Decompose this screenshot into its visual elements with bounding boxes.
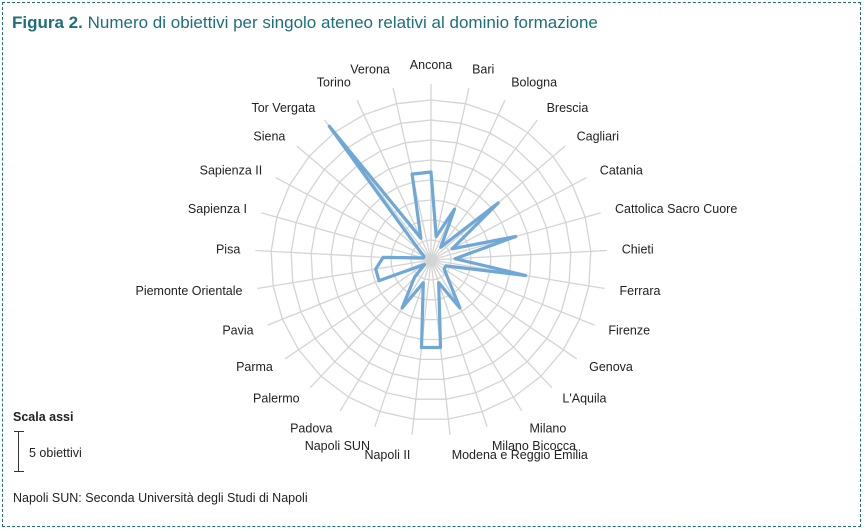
radar-grid bbox=[255, 84, 607, 436]
axis-label: Sapienza I bbox=[188, 202, 247, 216]
axis-label: Tor Vergata bbox=[251, 101, 315, 115]
axis-label: Padova bbox=[290, 422, 332, 436]
axis-label: Cattolica Sacro Cuore bbox=[615, 202, 737, 216]
axis-label: L'Aquila bbox=[562, 392, 606, 406]
series-line bbox=[327, 124, 528, 350]
spoke bbox=[275, 177, 432, 261]
axis-label: Siena bbox=[253, 129, 285, 143]
grid-ring-4 bbox=[350, 179, 512, 341]
grid-ring-7 bbox=[290, 119, 572, 400]
grid-ring-8 bbox=[270, 99, 592, 420]
spoke bbox=[430, 259, 578, 360]
axis-label: Firenze bbox=[608, 324, 650, 338]
axis-label: Pavia bbox=[222, 324, 253, 338]
footnote: Napoli SUN: Seconda Università degli Stu… bbox=[13, 491, 308, 505]
axis-label: Cagliari bbox=[577, 129, 619, 143]
title-text: Numero di obiettivi per singolo ateneo r… bbox=[87, 13, 598, 32]
axis-label: Parma bbox=[236, 360, 273, 374]
spoke bbox=[430, 119, 539, 261]
axis-label: Milano bbox=[530, 422, 567, 436]
grid-ring-6 bbox=[310, 139, 552, 380]
grid-ring-5 bbox=[330, 159, 532, 361]
axis-label: Bologna bbox=[511, 76, 557, 90]
axis-label: Palermo bbox=[253, 392, 300, 406]
axis-label: Genova bbox=[589, 360, 633, 374]
spoke bbox=[430, 100, 506, 261]
scale-unit-text: 5 obiettivi bbox=[29, 446, 82, 460]
axis-label: Verona bbox=[350, 63, 390, 77]
axis-label: Piemonte Orientale bbox=[135, 284, 242, 298]
spoke bbox=[296, 145, 432, 261]
axis-label: Ferrara bbox=[620, 284, 661, 298]
spoke bbox=[261, 212, 432, 261]
axis-label: Milano Bicocca bbox=[492, 439, 576, 453]
axis-label: Sapienza II bbox=[200, 164, 263, 178]
grid-ring-3 bbox=[370, 199, 492, 321]
axis-label: Torino bbox=[317, 76, 351, 90]
axis-label: Napoli SUN bbox=[305, 439, 370, 453]
spoke bbox=[430, 259, 553, 389]
axis-label: Bari bbox=[472, 63, 494, 77]
axis-label: Pisa bbox=[216, 243, 240, 257]
axis-label: Ancona bbox=[410, 58, 452, 72]
spoke bbox=[339, 259, 432, 412]
axis-label: Catania bbox=[600, 164, 643, 178]
axis-label: Napoli II bbox=[364, 448, 410, 462]
spoke bbox=[257, 259, 432, 290]
spoke bbox=[284, 259, 432, 360]
grid-ring-1 bbox=[410, 239, 452, 281]
spoke bbox=[430, 259, 595, 326]
axis-label: Chieti bbox=[622, 243, 654, 257]
spoke bbox=[309, 259, 432, 389]
spoke bbox=[430, 259, 523, 412]
scale-bar bbox=[14, 431, 24, 472]
scale-title: Scala assi bbox=[13, 410, 74, 424]
chart-title: Figura 2. Numero di obiettivi per singol… bbox=[12, 13, 598, 33]
grid-ring-2 bbox=[390, 219, 472, 301]
axis-label: Modena e Reggio Emilia bbox=[452, 448, 588, 462]
axis-label: Brescia bbox=[547, 101, 589, 115]
figure-number: Figura 2. bbox=[12, 13, 83, 32]
